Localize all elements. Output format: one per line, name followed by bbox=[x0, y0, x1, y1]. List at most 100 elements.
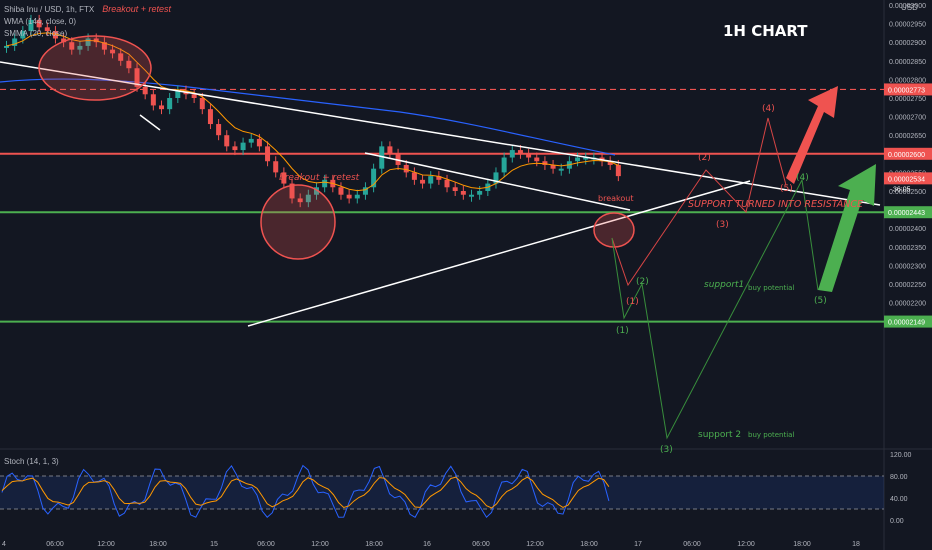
wma-legend[interactable]: WMA (144, close, 0) bbox=[4, 17, 77, 26]
y-tick-label: 0.00002500 bbox=[889, 189, 926, 196]
wave-label: (3) bbox=[716, 220, 729, 230]
candle-body bbox=[509, 150, 515, 158]
x-tick-label: 12:00 bbox=[311, 541, 329, 548]
x-tick-label: 06:00 bbox=[257, 541, 275, 548]
wave-label: (5) bbox=[814, 296, 827, 306]
candle-body bbox=[575, 157, 581, 162]
price-tag bbox=[884, 172, 932, 185]
candle-body bbox=[469, 194, 474, 197]
candle-body bbox=[314, 187, 319, 195]
candle-body bbox=[338, 187, 344, 195]
candle-body bbox=[118, 53, 124, 61]
wave-label: (5) bbox=[780, 184, 793, 194]
candle-body bbox=[77, 45, 83, 50]
candle-body bbox=[436, 176, 442, 180]
triangle-upper-line bbox=[364, 152, 631, 211]
candle-body bbox=[428, 176, 434, 184]
chart-legend: Shiba Inu / USD, 1h, FTX Breakout + retes… bbox=[4, 3, 171, 40]
x-tick-label: 06:00 bbox=[46, 541, 64, 548]
y-tick-label: 0.00002950 bbox=[889, 22, 926, 29]
candle-body bbox=[346, 194, 352, 199]
candle-body bbox=[61, 38, 67, 43]
stoch-title: Stoch (14, 1, 3) bbox=[4, 457, 59, 466]
chart-title: 1H CHART bbox=[723, 22, 808, 40]
breakout-ellipse-1 bbox=[38, 35, 152, 101]
candle-body bbox=[460, 191, 466, 195]
wave-label: (2) bbox=[636, 277, 649, 287]
y-tick-label: 0.00003000 bbox=[889, 3, 926, 10]
y-tick-label: 0.00002650 bbox=[889, 133, 926, 140]
x-tick-label: 18 bbox=[852, 541, 860, 548]
candle-body bbox=[12, 38, 18, 46]
candle-body bbox=[142, 86, 148, 95]
triangle-lower-line bbox=[247, 180, 751, 327]
candle-body bbox=[216, 124, 222, 136]
smma-line bbox=[6, 32, 619, 192]
red-up-arrow bbox=[786, 86, 838, 184]
candle-body bbox=[199, 98, 205, 110]
breakout-ellipse-2 bbox=[260, 184, 336, 260]
candle-body bbox=[85, 38, 91, 46]
countdown-label: 36:05 bbox=[893, 186, 911, 193]
candle-body bbox=[305, 194, 311, 203]
y-tick-label: 0.00002250 bbox=[889, 282, 926, 289]
candle-body bbox=[542, 161, 548, 165]
price-tag-label: 0.00002600 bbox=[888, 152, 925, 159]
candle-body bbox=[297, 198, 303, 203]
candle-body bbox=[4, 45, 9, 48]
downtrend-line bbox=[0, 61, 881, 206]
green-wave-projection bbox=[611, 178, 819, 440]
candle-body bbox=[110, 49, 116, 54]
candle-body bbox=[232, 146, 238, 151]
candle-body bbox=[289, 183, 295, 199]
y-tick-label: 0.00002800 bbox=[889, 77, 926, 84]
y-tick-label: 0.00002700 bbox=[889, 115, 926, 122]
x-tick-label: 12:00 bbox=[737, 541, 755, 548]
candle-body bbox=[411, 172, 417, 180]
candle-body bbox=[362, 187, 368, 195]
x-tick-label: 12:00 bbox=[526, 541, 544, 548]
candle-body bbox=[240, 142, 246, 151]
y-tick-label: 0.00002200 bbox=[889, 301, 926, 308]
y-tick-label: 0.00002750 bbox=[889, 96, 926, 103]
y-tick-label: 0.00002400 bbox=[889, 226, 926, 233]
x-tick-label: 18:00 bbox=[580, 541, 598, 548]
support1-label: support1 bbox=[704, 280, 744, 290]
stoch-k-line bbox=[1, 464, 610, 519]
stoch-y-tick: 40.00 bbox=[890, 496, 908, 503]
candle-body bbox=[256, 138, 262, 147]
wave-label: (3) bbox=[660, 445, 673, 455]
x-tick-label: 06:00 bbox=[472, 541, 490, 548]
candle-body bbox=[167, 98, 173, 110]
wave-label: (2) bbox=[698, 153, 711, 163]
stoch-y-tick: 0.00 bbox=[890, 518, 904, 525]
candle-body bbox=[273, 161, 279, 173]
price-tag-label: 0.00002534 bbox=[888, 176, 925, 183]
y-tick-label: 0.00002350 bbox=[889, 245, 926, 252]
support-resistance-label: SUPPORT TURNED INTO RESISTANCE bbox=[688, 199, 863, 210]
breakout-ellipse-3 bbox=[593, 212, 635, 248]
symbol-label[interactable]: Shiba Inu / USD, 1h, FTX bbox=[4, 5, 95, 14]
buy-potential-2: buy potential bbox=[748, 431, 794, 439]
candle-body bbox=[159, 105, 164, 110]
wave-label: (1) bbox=[626, 297, 639, 307]
candle-body bbox=[28, 19, 34, 32]
wave-label: (4) bbox=[796, 173, 809, 183]
breakout-note: Breakout + retest bbox=[102, 4, 172, 14]
candle-body bbox=[493, 172, 499, 184]
y-tick-label: 0.00002900 bbox=[889, 40, 926, 47]
candle-body bbox=[583, 157, 589, 160]
green-up-arrow bbox=[818, 164, 876, 292]
x-tick-label: 06:00 bbox=[683, 541, 701, 548]
currency-button[interactable]: USD bbox=[901, 3, 918, 12]
x-tick-label: 18:00 bbox=[793, 541, 811, 548]
candle-body bbox=[615, 164, 621, 177]
candle-body bbox=[452, 187, 458, 191]
candle-body bbox=[224, 135, 230, 147]
price-tag bbox=[884, 206, 932, 219]
candle-body bbox=[526, 153, 532, 158]
candle-body bbox=[379, 146, 385, 169]
smma-legend[interactable]: SMMA (20, close) bbox=[4, 29, 68, 38]
candle-body bbox=[248, 138, 254, 143]
